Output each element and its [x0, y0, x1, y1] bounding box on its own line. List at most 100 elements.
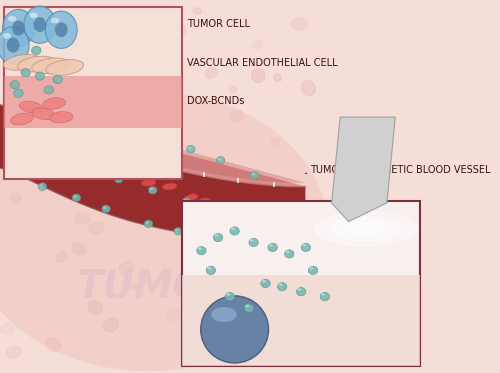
Ellipse shape — [86, 157, 101, 164]
Ellipse shape — [10, 81, 20, 89]
Ellipse shape — [300, 270, 312, 280]
Polygon shape — [0, 101, 306, 183]
Ellipse shape — [157, 138, 166, 145]
Text: TUMOR CELL: TUMOR CELL — [94, 19, 250, 29]
Ellipse shape — [0, 91, 328, 371]
Ellipse shape — [114, 175, 123, 183]
Ellipse shape — [44, 86, 54, 94]
Ellipse shape — [278, 283, 282, 286]
Ellipse shape — [208, 267, 211, 269]
Ellipse shape — [290, 330, 298, 338]
Ellipse shape — [6, 346, 22, 358]
Ellipse shape — [30, 12, 38, 18]
Ellipse shape — [39, 185, 46, 191]
Ellipse shape — [124, 128, 128, 131]
Ellipse shape — [208, 235, 216, 242]
Ellipse shape — [60, 108, 68, 116]
Ellipse shape — [248, 180, 260, 191]
Ellipse shape — [262, 280, 266, 283]
Ellipse shape — [202, 331, 209, 339]
Ellipse shape — [46, 338, 60, 352]
Ellipse shape — [227, 262, 235, 268]
Ellipse shape — [252, 40, 262, 49]
Ellipse shape — [192, 311, 200, 320]
Ellipse shape — [206, 249, 218, 259]
Ellipse shape — [278, 239, 288, 250]
Ellipse shape — [114, 19, 129, 31]
Ellipse shape — [56, 251, 68, 262]
Ellipse shape — [10, 193, 21, 204]
Ellipse shape — [50, 112, 73, 123]
Ellipse shape — [32, 58, 70, 74]
Ellipse shape — [291, 18, 308, 30]
Ellipse shape — [246, 304, 249, 307]
Polygon shape — [332, 117, 396, 222]
Ellipse shape — [112, 134, 126, 144]
Ellipse shape — [56, 161, 71, 167]
Ellipse shape — [46, 153, 55, 160]
Ellipse shape — [50, 18, 59, 23]
Ellipse shape — [154, 161, 168, 167]
Ellipse shape — [226, 293, 230, 296]
Ellipse shape — [3, 12, 18, 25]
Ellipse shape — [269, 244, 273, 247]
Ellipse shape — [102, 205, 110, 213]
Ellipse shape — [53, 75, 62, 84]
Ellipse shape — [132, 65, 145, 80]
Text: DOX-BCNDs: DOX-BCNDs — [310, 342, 367, 352]
Ellipse shape — [18, 147, 22, 149]
Ellipse shape — [20, 101, 42, 113]
Ellipse shape — [55, 22, 68, 37]
Polygon shape — [0, 104, 306, 250]
Ellipse shape — [24, 6, 56, 43]
Ellipse shape — [191, 301, 199, 307]
Ellipse shape — [34, 104, 49, 116]
Ellipse shape — [144, 220, 152, 228]
Ellipse shape — [73, 119, 87, 131]
Bar — [182, 275, 420, 366]
Ellipse shape — [76, 12, 86, 22]
Ellipse shape — [90, 117, 94, 119]
Text: TUMOR NEOGENETIC BLOOD VESSEL: TUMOR NEOGENETIC BLOOD VESSEL — [306, 165, 490, 175]
Ellipse shape — [8, 16, 16, 22]
Ellipse shape — [225, 292, 234, 301]
Ellipse shape — [128, 172, 143, 179]
Ellipse shape — [261, 279, 270, 288]
Ellipse shape — [214, 234, 218, 236]
Ellipse shape — [54, 114, 64, 122]
Ellipse shape — [123, 127, 132, 134]
Ellipse shape — [344, 222, 387, 236]
Ellipse shape — [209, 236, 212, 239]
Ellipse shape — [270, 138, 280, 147]
Ellipse shape — [284, 276, 294, 283]
Ellipse shape — [250, 239, 254, 242]
Ellipse shape — [308, 266, 318, 275]
Ellipse shape — [26, 37, 41, 51]
Ellipse shape — [310, 267, 313, 269]
Ellipse shape — [174, 228, 182, 235]
Ellipse shape — [100, 98, 112, 110]
Ellipse shape — [103, 207, 106, 209]
Ellipse shape — [214, 233, 222, 242]
Ellipse shape — [0, 26, 29, 64]
Ellipse shape — [80, 164, 89, 172]
Ellipse shape — [262, 247, 270, 255]
Ellipse shape — [74, 195, 77, 198]
Ellipse shape — [141, 179, 156, 186]
Ellipse shape — [184, 199, 187, 201]
Text: TUMOR CELL: TUMOR CELL — [310, 310, 372, 320]
Ellipse shape — [0, 324, 14, 335]
Ellipse shape — [186, 145, 195, 153]
Text: ULTRASONIC PROBE: ULTRASONIC PROBE — [310, 243, 407, 253]
Ellipse shape — [193, 7, 202, 15]
Ellipse shape — [89, 116, 98, 123]
Ellipse shape — [170, 112, 183, 124]
Polygon shape — [0, 104, 306, 186]
Ellipse shape — [244, 304, 254, 312]
Ellipse shape — [46, 60, 84, 75]
Ellipse shape — [46, 11, 77, 48]
Ellipse shape — [230, 110, 243, 122]
Ellipse shape — [69, 145, 84, 153]
Ellipse shape — [298, 288, 302, 291]
Ellipse shape — [12, 21, 25, 35]
